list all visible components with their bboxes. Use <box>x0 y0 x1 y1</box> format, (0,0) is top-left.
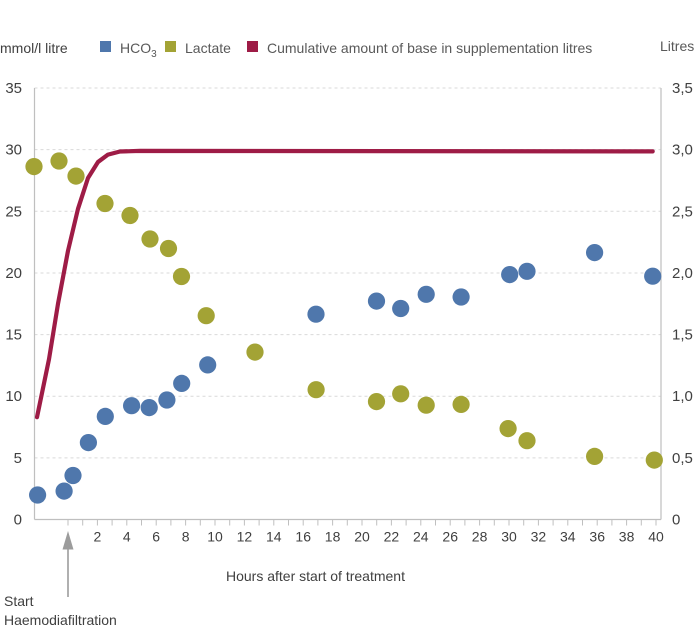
svg-text:1,0: 1,0 <box>672 388 693 405</box>
svg-text:35: 35 <box>5 80 22 97</box>
svg-text:20: 20 <box>5 265 22 282</box>
svg-text:30: 30 <box>5 142 22 159</box>
svg-text:10: 10 <box>207 529 223 545</box>
svg-text:0: 0 <box>14 512 22 529</box>
svg-text:12: 12 <box>237 529 253 545</box>
svg-text:40: 40 <box>648 529 664 545</box>
svg-text:26: 26 <box>442 529 458 545</box>
svg-text:25: 25 <box>5 203 22 220</box>
svg-text:4: 4 <box>123 529 131 545</box>
svg-text:22: 22 <box>384 529 400 545</box>
svg-text:6: 6 <box>152 529 160 545</box>
svg-text:10: 10 <box>5 388 22 405</box>
svg-text:2,0: 2,0 <box>672 265 693 282</box>
svg-text:0: 0 <box>672 512 680 529</box>
svg-text:2,5: 2,5 <box>672 203 693 220</box>
svg-text:20: 20 <box>354 529 370 545</box>
svg-text:16: 16 <box>295 529 311 545</box>
svg-text:28: 28 <box>472 529 488 545</box>
svg-text:30: 30 <box>501 529 517 545</box>
svg-text:0,5: 0,5 <box>672 450 693 467</box>
svg-text:1,5: 1,5 <box>672 327 693 344</box>
svg-text:3,5: 3,5 <box>672 80 693 97</box>
svg-text:32: 32 <box>531 529 547 545</box>
svg-text:8: 8 <box>182 529 190 545</box>
svg-text:38: 38 <box>619 529 635 545</box>
svg-text:24: 24 <box>413 529 429 545</box>
svg-text:3,0: 3,0 <box>672 142 693 159</box>
svg-text:2: 2 <box>94 529 102 545</box>
svg-text:18: 18 <box>325 529 341 545</box>
svg-text:14: 14 <box>266 529 282 545</box>
svg-text:15: 15 <box>5 327 22 344</box>
svg-text:34: 34 <box>560 529 576 545</box>
svg-text:36: 36 <box>589 529 605 545</box>
svg-text:5: 5 <box>14 450 22 467</box>
